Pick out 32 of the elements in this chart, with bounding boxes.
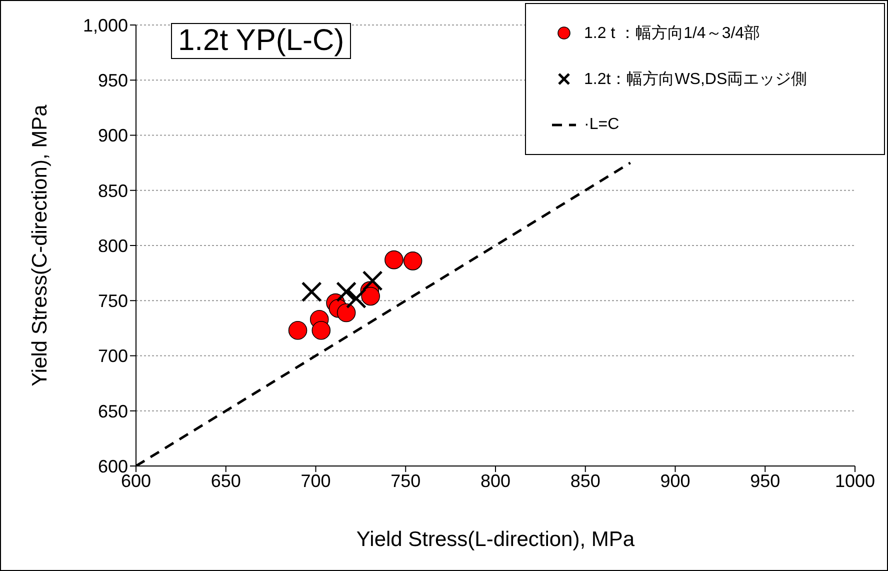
y-tick-label: 900	[98, 126, 128, 146]
y-tick-label: 750	[98, 291, 128, 312]
point	[288, 320, 308, 340]
point	[346, 288, 366, 309]
point	[301, 282, 322, 302]
chart-title: 1.2t YP(L-C)	[171, 23, 352, 59]
y-tick-label: 950	[98, 70, 128, 91]
y-tick-label: 1,000	[82, 15, 128, 36]
x-tick-label: 650	[210, 470, 241, 491]
y-axis-title: Yield Stress(C-direction), MPa	[28, 104, 52, 386]
point	[384, 250, 404, 270]
y-tick-label: 800	[98, 236, 128, 256]
x-axis-title: Yield Stress(L-direction), MPa	[356, 528, 635, 551]
x-tick-label: 750	[390, 470, 421, 491]
legend-label: 1.2 t ：幅方向1/4～3/4部	[584, 24, 760, 44]
point	[312, 320, 331, 340]
legend-label: ·L=C	[584, 116, 620, 134]
point	[361, 286, 380, 306]
y-tick-label: 650	[98, 401, 128, 422]
point	[336, 303, 356, 322]
x-tick-label: 700	[300, 470, 331, 491]
x-tick-label: 950	[750, 470, 780, 491]
x-tick-label: 900	[660, 470, 690, 491]
y-tick-label: 700	[98, 346, 128, 366]
x-tick-label: 1000	[834, 470, 876, 491]
point	[336, 282, 357, 302]
x-tick-label: 850	[570, 470, 600, 491]
point	[403, 252, 422, 270]
x-tick-label: 800	[480, 470, 511, 491]
y-tick-label: 850	[98, 180, 128, 201]
legend-label: 1.2t：幅方向WS,DS両エッジ側	[584, 70, 808, 90]
point	[362, 270, 383, 292]
